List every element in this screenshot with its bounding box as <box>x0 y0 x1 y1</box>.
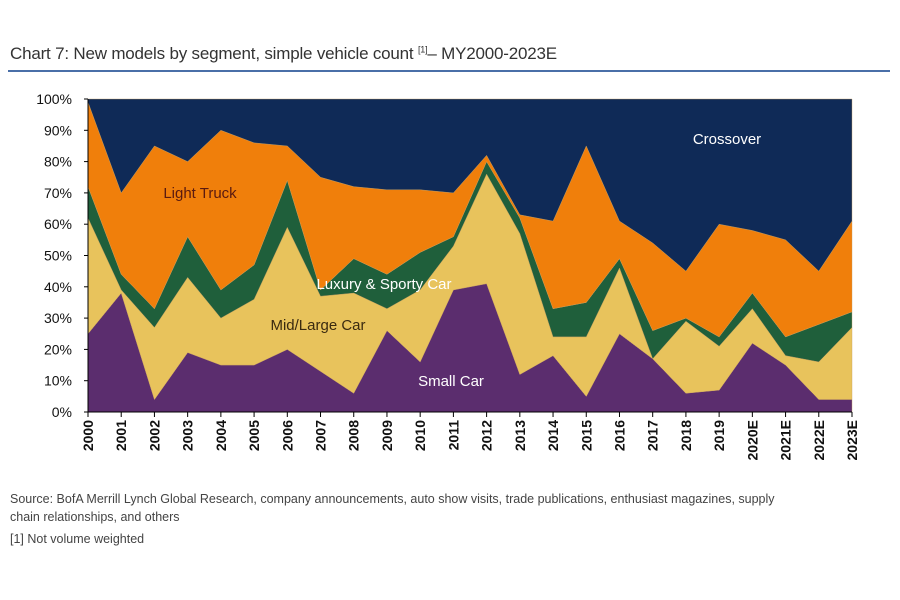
y-tick-label: 0% <box>52 404 72 420</box>
area-crossover <box>87 98 853 272</box>
title-text: Chart 7: New models by segment, simple v… <box>10 44 414 63</box>
y-tick-label: 100% <box>36 91 72 107</box>
y-tick-label: 40% <box>44 279 72 295</box>
x-tick-label: 2006 <box>279 420 295 451</box>
y-tick-label: 70% <box>44 185 72 201</box>
footnote: [1] Not volume weighted <box>10 532 145 546</box>
y-tick-label: 30% <box>44 310 72 326</box>
series-label-small-car: Small Car <box>418 373 484 390</box>
x-tick-label: 2022E <box>811 420 827 460</box>
title-footnote-marker: [1] <box>417 44 428 55</box>
source-note: Source: BofA Merrill Lynch Global Resear… <box>10 492 775 506</box>
y-tick-label: 90% <box>44 122 72 138</box>
x-tick-label: 2016 <box>611 420 627 451</box>
x-tick-label: 2023E <box>844 420 860 460</box>
x-tick-label: 2008 <box>346 420 362 451</box>
x-tick-label: 2013 <box>512 420 528 451</box>
x-tick-label: 2020E <box>744 420 760 460</box>
x-tick-label: 2017 <box>645 420 661 451</box>
x-tick-label: 2002 <box>146 420 162 451</box>
x-tick-label: 2015 <box>578 420 594 451</box>
x-tick-label: 2012 <box>479 420 495 451</box>
x-tick-label: 2014 <box>545 420 561 451</box>
series-label-crossover: Crossover <box>693 131 761 148</box>
y-tick-label: 20% <box>44 341 72 357</box>
x-tick-label: 2003 <box>180 420 196 451</box>
y-tick-label: 80% <box>44 154 72 170</box>
title-rule <box>8 70 890 72</box>
x-tick-label: 2004 <box>213 420 229 451</box>
x-tick-label: 2007 <box>313 420 329 451</box>
chart-title: Chart 7: New models by segment, simple v… <box>10 44 557 64</box>
y-tick-label: 60% <box>44 216 72 232</box>
x-tick-label: 2021E <box>778 420 794 460</box>
x-tick-label: 2011 <box>445 420 461 451</box>
x-tick-label: 2019 <box>711 420 727 451</box>
title-suffix: – MY2000-2023E <box>427 44 557 63</box>
series-label-light-truck: Light Truck <box>163 185 237 202</box>
y-tick-label: 50% <box>44 248 72 264</box>
series-label-mid-large-car: Mid/Large Car <box>270 317 365 334</box>
series-label-luxury-sporty-car: Luxury & Sporty Car <box>316 276 451 293</box>
x-tick-label: 2005 <box>246 420 262 451</box>
y-tick-label: 10% <box>44 373 72 389</box>
source-note-cont: chain relationships, and others <box>10 510 180 524</box>
x-tick-label: 2001 <box>113 420 129 451</box>
x-tick-label: 2018 <box>678 420 694 451</box>
x-tick-label: 2009 <box>379 420 395 451</box>
x-tick-label: 2010 <box>412 420 428 451</box>
x-tick-label: 2000 <box>80 420 96 451</box>
